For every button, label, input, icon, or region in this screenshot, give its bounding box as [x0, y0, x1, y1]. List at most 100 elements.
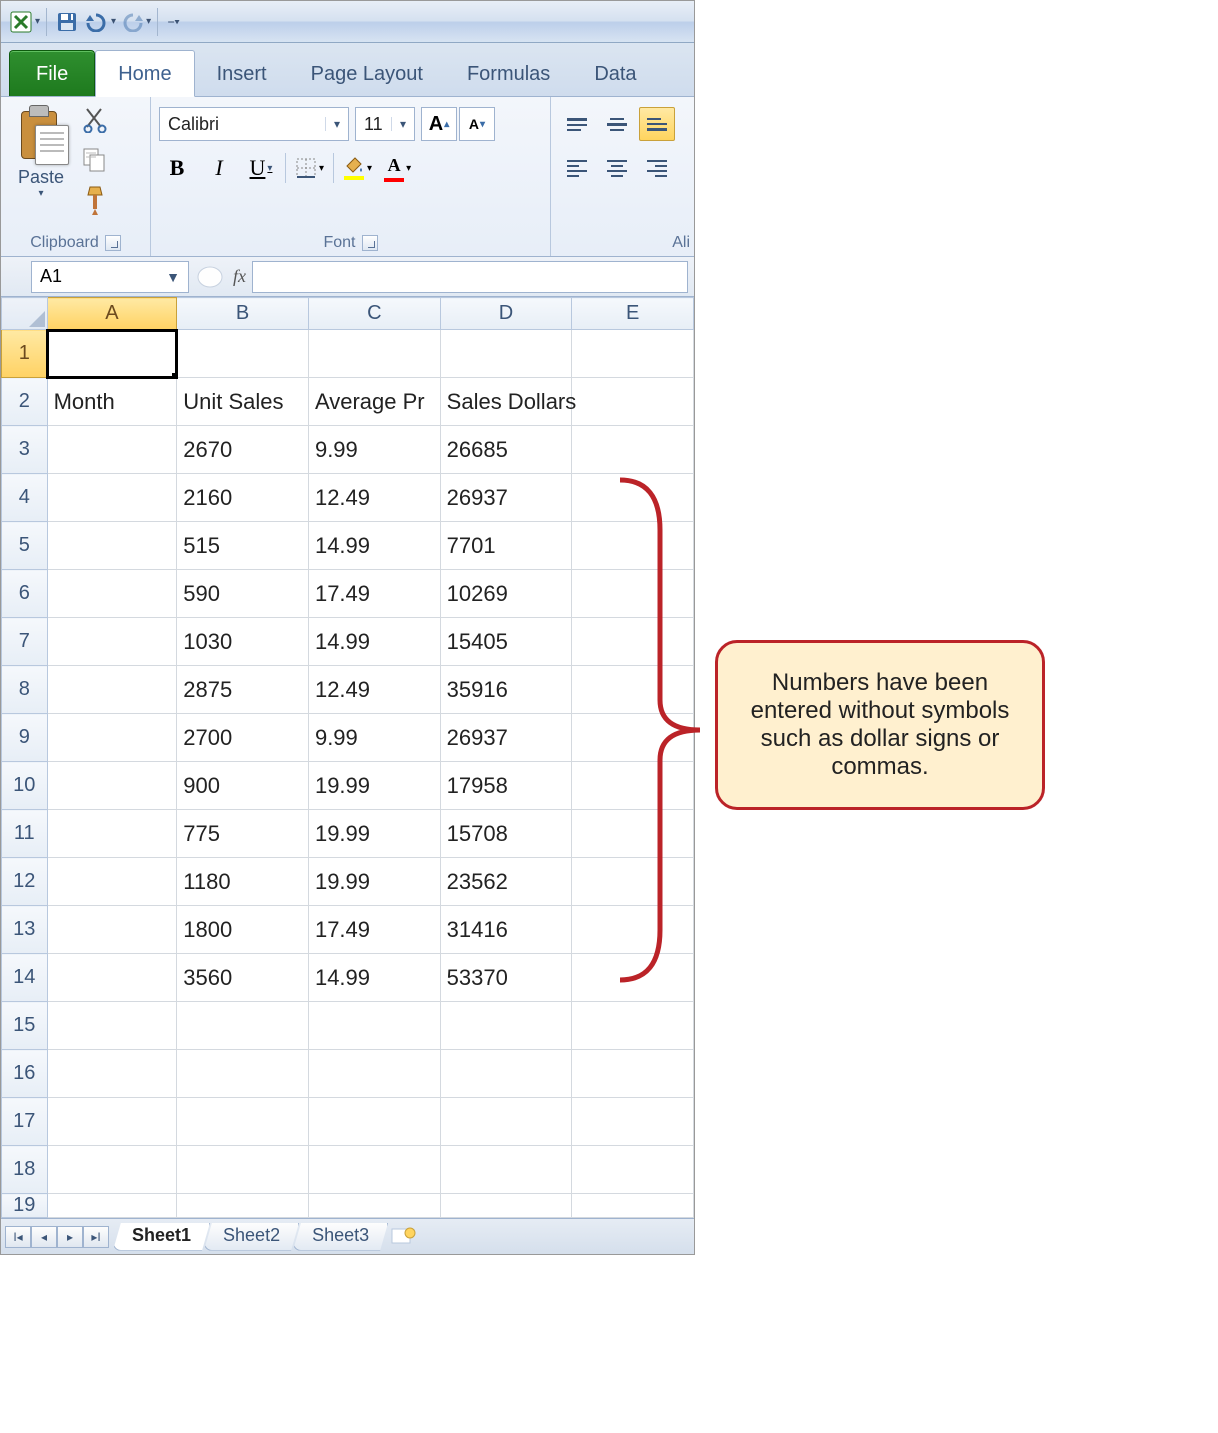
increase-font-icon[interactable]: A▴	[421, 107, 457, 141]
row-header[interactable]: 19	[2, 1194, 48, 1218]
cell[interactable]: 19.99	[308, 858, 440, 906]
cell[interactable]	[47, 1002, 177, 1050]
cell[interactable]: 17.49	[308, 570, 440, 618]
sheet-tab[interactable]: Sheet3	[293, 1223, 388, 1251]
row-header[interactable]: 4	[2, 474, 48, 522]
cell[interactable]	[572, 378, 694, 426]
cell[interactable]	[177, 1098, 309, 1146]
align-middle-icon[interactable]	[599, 107, 635, 141]
underline-button[interactable]: U▾	[243, 151, 279, 185]
cell[interactable]: 26937	[440, 714, 572, 762]
cell[interactable]	[47, 810, 177, 858]
row-header[interactable]: 8	[2, 666, 48, 714]
cell[interactable]	[308, 330, 440, 378]
format-painter-icon[interactable]	[77, 183, 113, 217]
row-header[interactable]: 16	[2, 1050, 48, 1098]
tab-formulas[interactable]: Formulas	[445, 51, 572, 96]
cell[interactable]: 2670	[177, 426, 309, 474]
qat-customize-icon[interactable]: ⎯▾	[164, 14, 184, 29]
row-header[interactable]: 2	[2, 378, 48, 426]
cell[interactable]	[47, 1050, 177, 1098]
cell[interactable]: 9.99	[308, 714, 440, 762]
italic-button[interactable]: I	[201, 151, 237, 185]
cell[interactable]	[572, 1146, 694, 1194]
tab-nav-prev-icon[interactable]: ◂	[31, 1226, 57, 1248]
cell[interactable]	[572, 1098, 694, 1146]
cell[interactable]: 12.49	[308, 666, 440, 714]
cell[interactable]: 7701	[440, 522, 572, 570]
row-header[interactable]: 18	[2, 1146, 48, 1194]
formula-input[interactable]	[252, 261, 688, 293]
align-top-icon[interactable]	[559, 107, 595, 141]
cell[interactable]	[47, 954, 177, 1002]
cell[interactable]	[572, 330, 694, 378]
cell[interactable]: 35916	[440, 666, 572, 714]
cell[interactable]	[572, 1050, 694, 1098]
cell[interactable]: 1800	[177, 906, 309, 954]
row-header[interactable]: 7	[2, 618, 48, 666]
undo-dropdown-icon[interactable]: ▾	[111, 16, 116, 27]
font-name-combo[interactable]: Calibri ▾	[159, 107, 349, 141]
row-header[interactable]: 12	[2, 858, 48, 906]
align-left-icon[interactable]	[559, 151, 595, 185]
cell[interactable]	[308, 1098, 440, 1146]
cell[interactable]: 10269	[440, 570, 572, 618]
column-header[interactable]: A	[47, 298, 177, 330]
cell[interactable]: 2160	[177, 474, 309, 522]
cell[interactable]	[47, 858, 177, 906]
cell[interactable]	[177, 1194, 309, 1218]
cell[interactable]	[47, 666, 177, 714]
row-header[interactable]: 11	[2, 810, 48, 858]
cell[interactable]: 3560	[177, 954, 309, 1002]
cell[interactable]	[440, 1050, 572, 1098]
cell[interactable]: 17958	[440, 762, 572, 810]
copy-icon[interactable]	[77, 143, 113, 177]
column-header[interactable]: C	[308, 298, 440, 330]
sheet-tab[interactable]: Sheet1	[113, 1223, 210, 1251]
cell[interactable]	[47, 1194, 177, 1218]
row-header[interactable]: 10	[2, 762, 48, 810]
fx-icon[interactable]: fx	[233, 266, 246, 287]
cell[interactable]: 14.99	[308, 522, 440, 570]
cell[interactable]	[177, 1002, 309, 1050]
cell[interactable]	[47, 474, 177, 522]
cell[interactable]: 515	[177, 522, 309, 570]
cell[interactable]	[47, 618, 177, 666]
font-size-combo[interactable]: 11 ▾	[355, 107, 415, 141]
file-tab[interactable]: File	[9, 50, 95, 96]
cell[interactable]: 1030	[177, 618, 309, 666]
save-icon[interactable]	[53, 8, 81, 36]
cell[interactable]	[440, 330, 572, 378]
row-header[interactable]: 15	[2, 1002, 48, 1050]
cell[interactable]	[572, 1002, 694, 1050]
tab-page-layout[interactable]: Page Layout	[289, 51, 445, 96]
row-header[interactable]: 5	[2, 522, 48, 570]
align-right-icon[interactable]	[639, 151, 675, 185]
paste-dropdown-icon[interactable]: ▾	[38, 188, 43, 199]
cell[interactable]	[47, 906, 177, 954]
cell[interactable]	[177, 1146, 309, 1194]
cell[interactable]: 775	[177, 810, 309, 858]
tab-nav-last-icon[interactable]: ▸I	[83, 1226, 109, 1248]
cell[interactable]: 15405	[440, 618, 572, 666]
cell[interactable]	[572, 426, 694, 474]
cell[interactable]: 15708	[440, 810, 572, 858]
cell[interactable]: 2875	[177, 666, 309, 714]
decrease-font-icon[interactable]: A▾	[459, 107, 495, 141]
font-color-button[interactable]: A ▾	[381, 151, 414, 185]
tab-nav-first-icon[interactable]: I◂	[5, 1226, 31, 1248]
undo-icon[interactable]	[83, 8, 111, 36]
align-center-icon[interactable]	[599, 151, 635, 185]
cell[interactable]: 900	[177, 762, 309, 810]
select-all-corner[interactable]	[2, 298, 48, 330]
row-header[interactable]: 14	[2, 954, 48, 1002]
name-box[interactable]: A1 ▼	[31, 261, 189, 293]
sheet-tab[interactable]: Sheet2	[204, 1223, 299, 1251]
row-header[interactable]: 17	[2, 1098, 48, 1146]
cell[interactable]	[47, 426, 177, 474]
row-header[interactable]: 9	[2, 714, 48, 762]
cell[interactable]	[440, 1146, 572, 1194]
cell[interactable]: 53370	[440, 954, 572, 1002]
row-header[interactable]: 6	[2, 570, 48, 618]
clipboard-dialog-launcher-icon[interactable]	[105, 235, 121, 251]
